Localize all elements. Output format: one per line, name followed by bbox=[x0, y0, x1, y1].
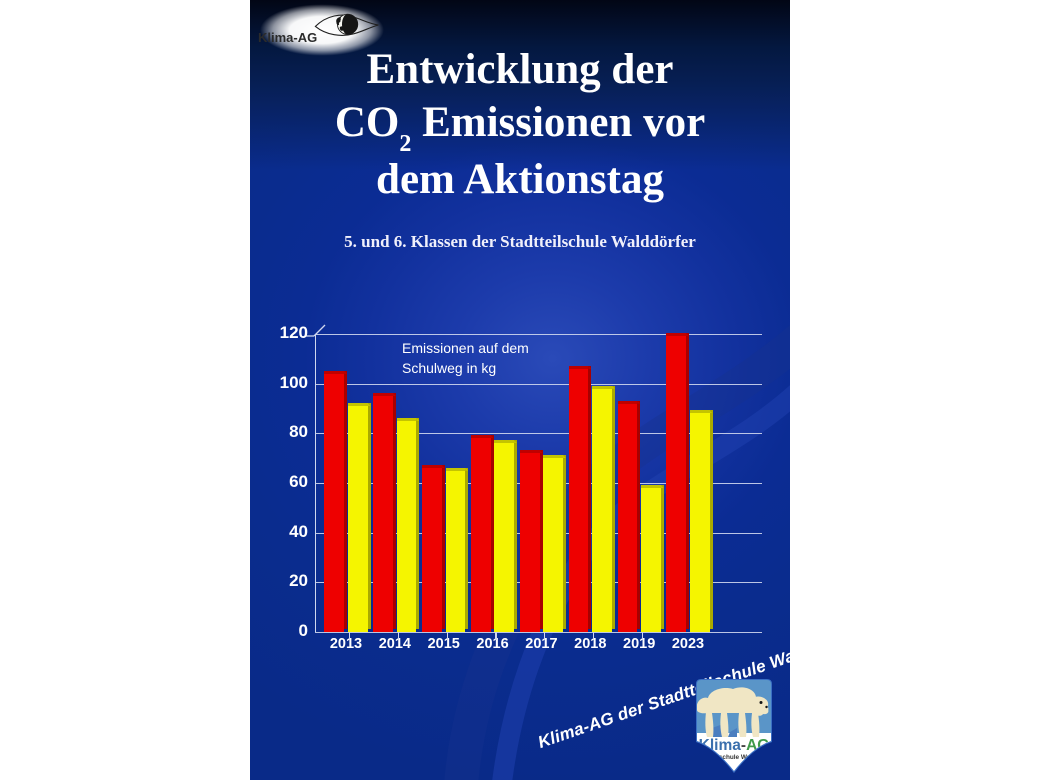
svg-text:Stadtteilschule Walddörfer: Stadtteilschule Walddörfer bbox=[694, 754, 775, 761]
svg-text:Klima-AG: Klima-AG bbox=[699, 737, 770, 754]
